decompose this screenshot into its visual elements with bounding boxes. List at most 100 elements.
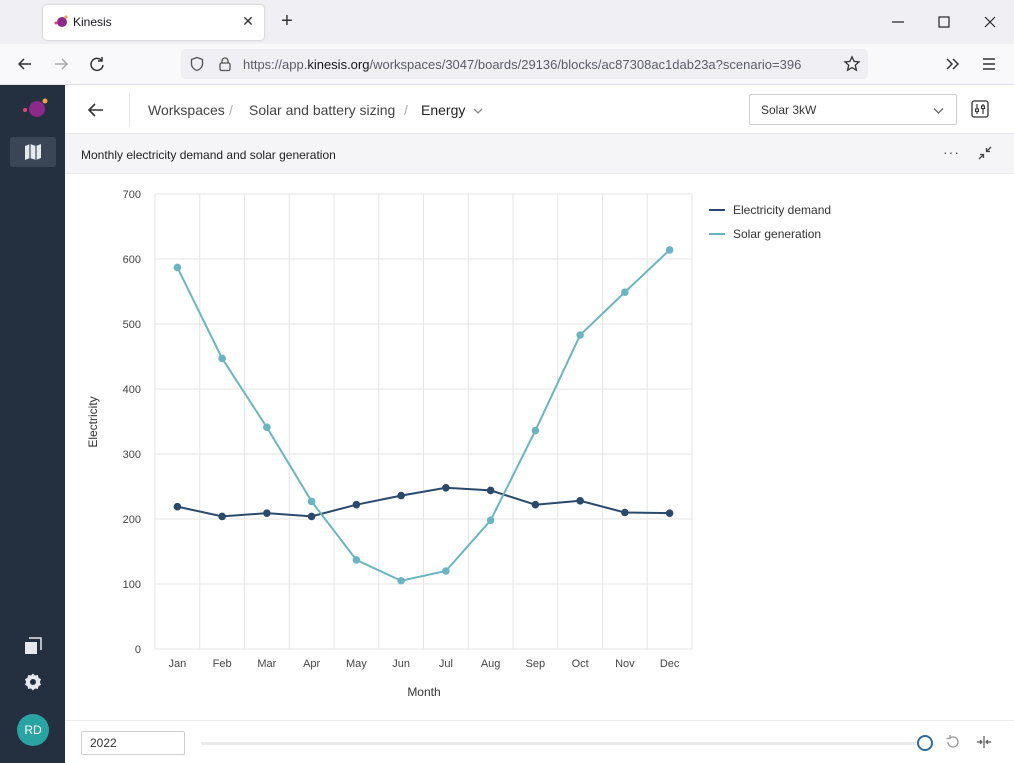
data-point-solar <box>576 331 584 339</box>
breadcrumb-workspaces[interactable]: Workspaces <box>148 102 225 118</box>
x-tick-label: Jul <box>439 658 453 670</box>
minimize-window-icon[interactable] <box>888 12 908 32</box>
url-text[interactable]: https://app.kinesis.org/workspaces/3047/… <box>243 57 802 72</box>
new-tab-icon[interactable]: + <box>281 10 293 32</box>
extensions-chevron-icon[interactable] <box>942 53 964 75</box>
map-icon <box>25 144 41 160</box>
maximize-window-icon[interactable] <box>934 12 954 32</box>
legend-item-solar[interactable]: Solar generation <box>709 222 831 246</box>
close-window-icon[interactable] <box>980 12 1000 32</box>
address-bar[interactable]: https://app.kinesis.org/workspaces/3047/… <box>181 49 868 79</box>
breadcrumb-separator: / <box>229 102 233 118</box>
line-chart: 0 100 200 300 400 500 600 700 Jan Feb Mar Apr May Ju… <box>86 189 693 699</box>
x-tick-label: Jan <box>169 658 187 670</box>
data-point-solar <box>442 567 450 575</box>
user-avatar[interactable]: RD <box>17 714 49 746</box>
legend-swatch <box>709 233 725 235</box>
data-point-solar <box>352 556 361 564</box>
block-title: Monthly electricity demand and solar gen… <box>81 148 336 162</box>
x-tick-label: Apr <box>303 658 320 670</box>
lock-icon[interactable] <box>217 56 233 72</box>
kinesis-logo-icon[interactable] <box>20 97 50 123</box>
x-tick-label: Mar <box>257 658 276 670</box>
browser-tab[interactable]: Kinesis ✕ <box>43 5 264 40</box>
breadcrumb-page[interactable]: Energy <box>421 102 483 118</box>
x-tick-label: Sep <box>526 658 546 670</box>
gear-icon[interactable] <box>23 672 43 692</box>
legend-label: Electricity demand <box>733 203 832 217</box>
hamburger-menu-icon[interactable] <box>978 53 1000 75</box>
data-point-demand <box>173 502 182 511</box>
back-button[interactable] <box>85 99 107 121</box>
sliders-settings-icon[interactable] <box>971 100 989 118</box>
chevron-down-icon <box>933 108 944 114</box>
y-tick-label: 600 <box>123 254 141 266</box>
shield-icon[interactable] <box>189 56 205 72</box>
y-tick-label: 100 <box>123 579 141 591</box>
data-point-demand <box>352 500 361 509</box>
back-arrow-icon[interactable] <box>14 53 36 75</box>
data-point-solar <box>621 288 629 296</box>
app-sidebar: RD <box>0 85 65 763</box>
block-header: Monthly electricity demand and solar gen… <box>65 134 1014 174</box>
breadcrumb-board[interactable]: Solar and battery sizing <box>249 102 396 118</box>
y-tick-label: 400 <box>123 384 141 396</box>
data-point-demand <box>665 509 674 517</box>
y-tick-label: 300 <box>123 449 141 461</box>
y-tick-label: 700 <box>123 189 141 201</box>
y-tick-label: 500 <box>123 319 141 331</box>
scenario-select[interactable]: Solar 3kW <box>749 94 957 125</box>
legend-swatch <box>709 209 725 211</box>
board-header: Workspaces / Solar and battery sizing / … <box>65 85 1014 134</box>
series-line-solar <box>176 249 671 582</box>
timeline-slider-track[interactable] <box>201 742 925 745</box>
timeline-footer <box>65 720 1014 763</box>
reload-icon[interactable] <box>86 53 108 75</box>
layers-icon[interactable] <box>24 637 42 655</box>
x-tick-label: Dec <box>660 658 680 670</box>
bookmark-star-icon[interactable] <box>843 55 861 73</box>
data-point-solar <box>218 354 226 363</box>
data-point-demand <box>218 512 226 521</box>
more-options-icon[interactable]: ··· <box>943 144 960 160</box>
data-point-solar <box>263 423 271 432</box>
close-tab-icon[interactable]: ✕ <box>242 13 254 29</box>
browser-nav-bar: https://app.kinesis.org/workspaces/3047/… <box>0 44 1014 85</box>
data-point-demand <box>531 500 540 509</box>
kinesis-favicon-icon <box>54 15 68 27</box>
x-tick-label: Aug <box>481 658 501 670</box>
data-point-demand <box>576 497 584 505</box>
year-input[interactable] <box>81 731 185 755</box>
timeline-slider-handle[interactable] <box>917 735 933 751</box>
data-point-solar <box>531 426 540 435</box>
data-point-demand <box>442 484 450 492</box>
chart-legend: Electricity demand Solar generation <box>709 198 831 246</box>
data-point-solar <box>397 576 405 585</box>
y-axis-label: Electricity <box>86 396 100 447</box>
x-tick-label: Jun <box>392 658 410 670</box>
chevron-down-icon <box>473 108 483 115</box>
data-point-solar <box>173 263 182 272</box>
x-tick-label: May <box>346 658 367 670</box>
data-point-solar <box>486 516 495 525</box>
reset-icon[interactable] <box>945 734 961 750</box>
series-line-demand <box>177 486 670 518</box>
y-tick-label: 200 <box>123 514 141 526</box>
sidebar-item-boards[interactable] <box>10 137 56 167</box>
data-point-demand <box>307 512 316 521</box>
chart-area: 0 100 200 300 400 500 600 700 Jan Feb Mar Apr May Ju… <box>65 174 1014 720</box>
browser-tab-title: Kinesis <box>73 15 112 29</box>
data-point-solar <box>307 497 316 506</box>
data-point-demand <box>486 486 495 495</box>
fit-width-icon[interactable] <box>976 734 992 750</box>
x-axis-label: Month <box>407 685 440 699</box>
y-tick-label: 0 <box>135 644 141 656</box>
legend-label: Solar generation <box>733 227 822 241</box>
breadcrumb-separator: / <box>404 102 408 118</box>
data-point-demand <box>263 509 271 517</box>
collapse-icon[interactable] <box>978 146 992 160</box>
data-point-demand <box>397 491 405 500</box>
forward-arrow-icon[interactable] <box>50 53 72 75</box>
data-point-solar <box>665 246 674 254</box>
legend-item-demand[interactable]: Electricity demand <box>709 198 831 222</box>
